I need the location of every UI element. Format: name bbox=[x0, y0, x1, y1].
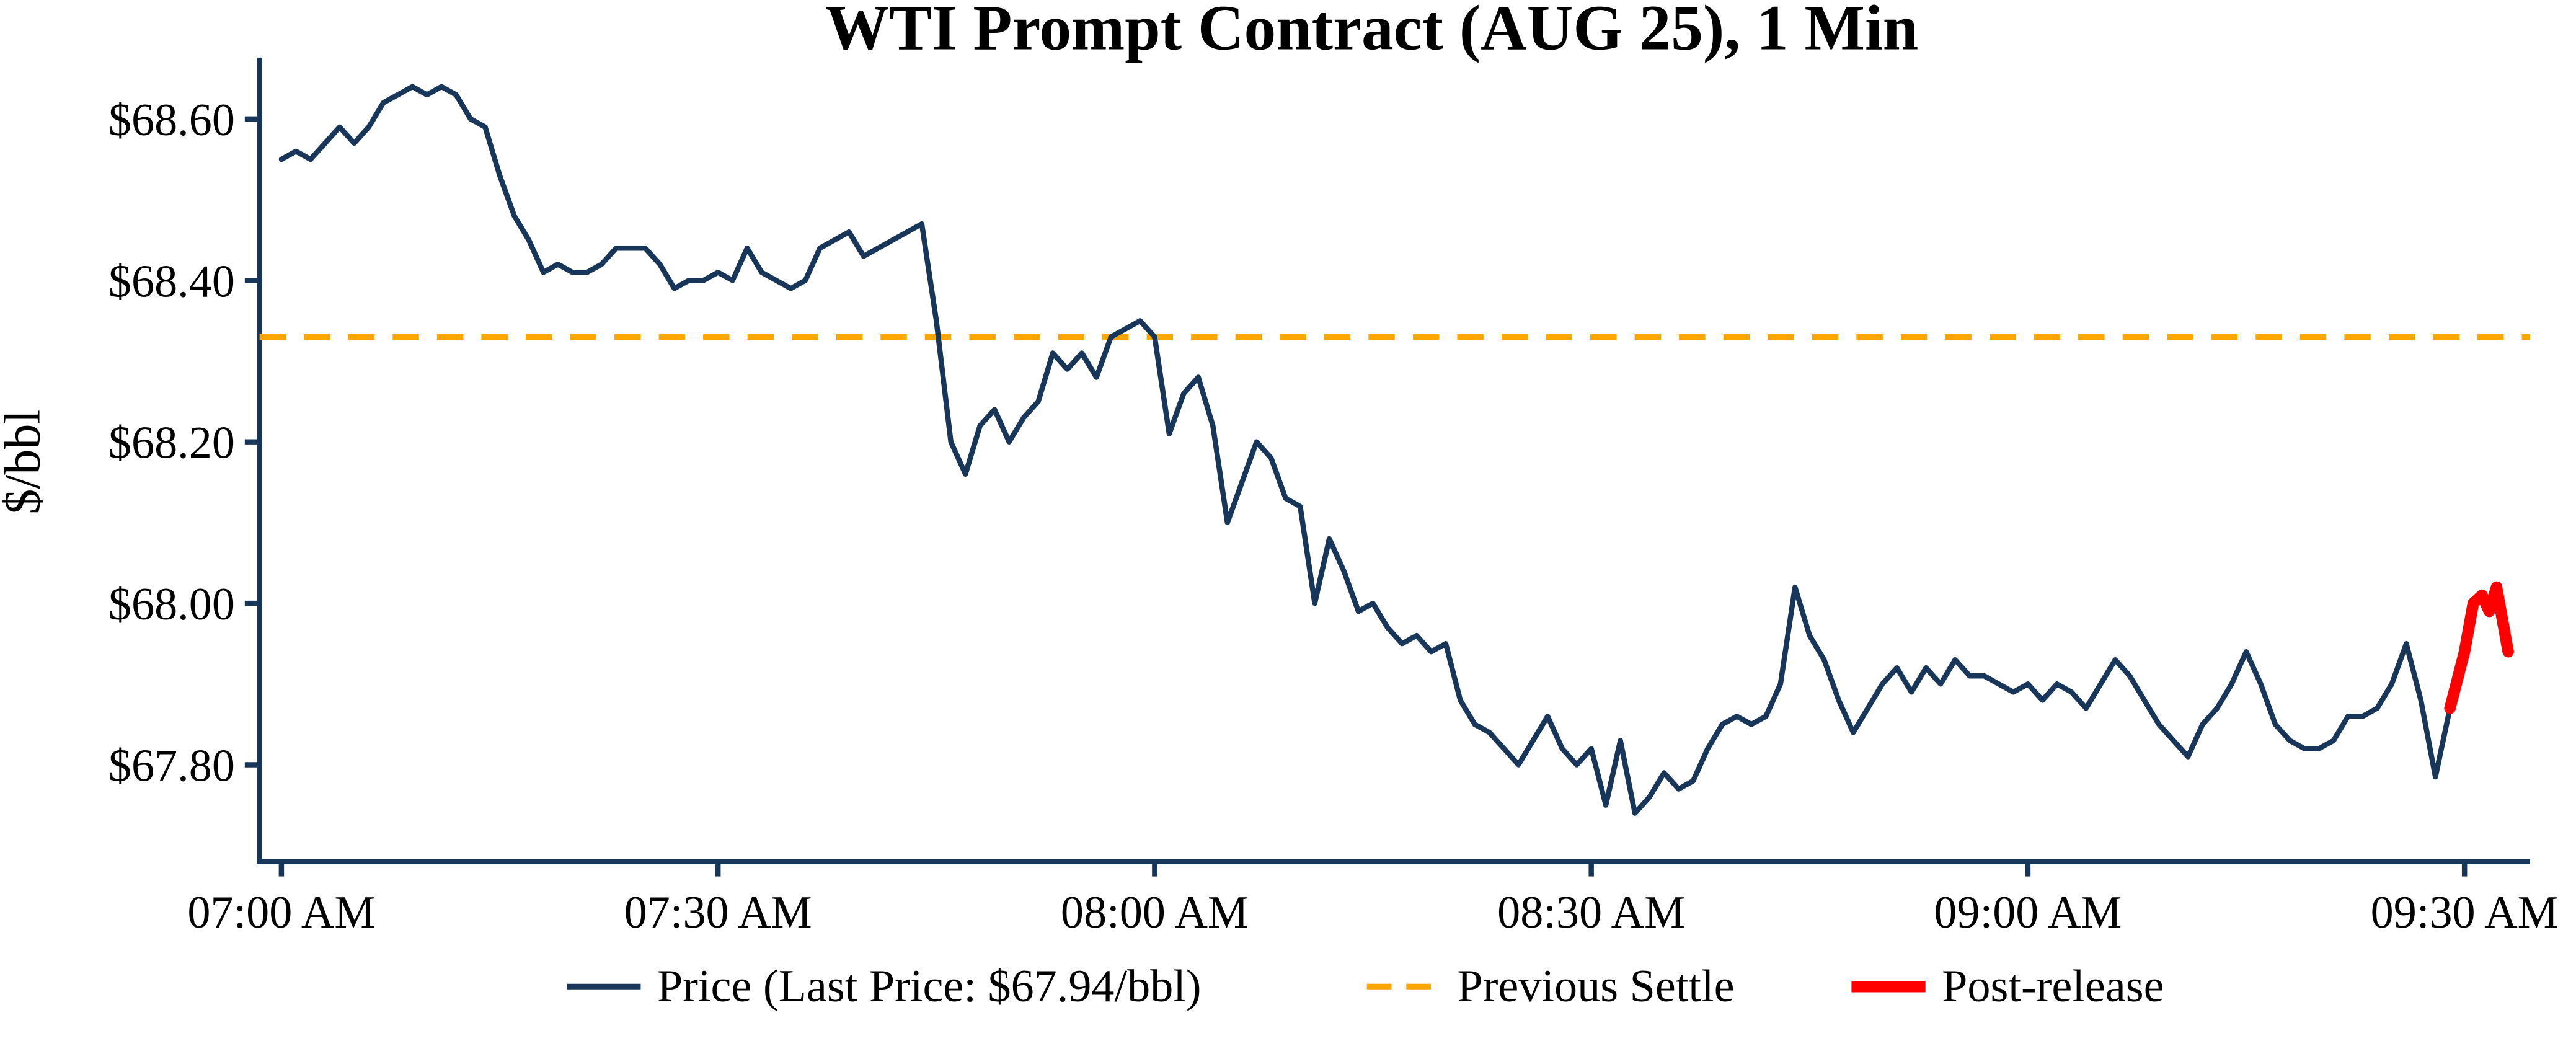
y-tick-label: $68.60 bbox=[108, 95, 235, 146]
x-tick-label: 09:30 AM bbox=[2371, 887, 2559, 938]
price-legend-label: Price (Last Price: $67.94/bbl) bbox=[657, 961, 1202, 1012]
y-tick-label: $68.40 bbox=[108, 256, 235, 307]
x-tick-label: 09:00 AM bbox=[1934, 887, 2122, 938]
plot-area: $67.80 $68.00 $68.20 $68.40 $68.60 07:00 AM 07… bbox=[108, 57, 2559, 938]
chart-title: WTI Prompt Contract (AUG 25), 1 Min bbox=[825, 0, 1918, 64]
post-release-line bbox=[2444, 581, 2514, 714]
x-tick-label: 08:30 AM bbox=[1497, 887, 1685, 938]
previous-settle-legend-label: Previous Settle bbox=[1457, 961, 1734, 1012]
x-tick-label: 07:00 AM bbox=[187, 887, 375, 938]
x-tick-label: 08:00 AM bbox=[1061, 887, 1249, 938]
price-line bbox=[278, 84, 2453, 816]
post-release-legend-label: Post-release bbox=[1942, 961, 2164, 1012]
y-tick-label: $67.80 bbox=[108, 740, 235, 791]
legend: Price (Last Price: $67.94/bbl) Previous … bbox=[567, 961, 2164, 1012]
y-tick-label: $68.00 bbox=[108, 579, 235, 630]
y-axis-label: $/bbl bbox=[0, 410, 51, 515]
x-tick-label: 07:30 AM bbox=[624, 887, 812, 938]
y-tick-label: $68.20 bbox=[108, 418, 235, 469]
